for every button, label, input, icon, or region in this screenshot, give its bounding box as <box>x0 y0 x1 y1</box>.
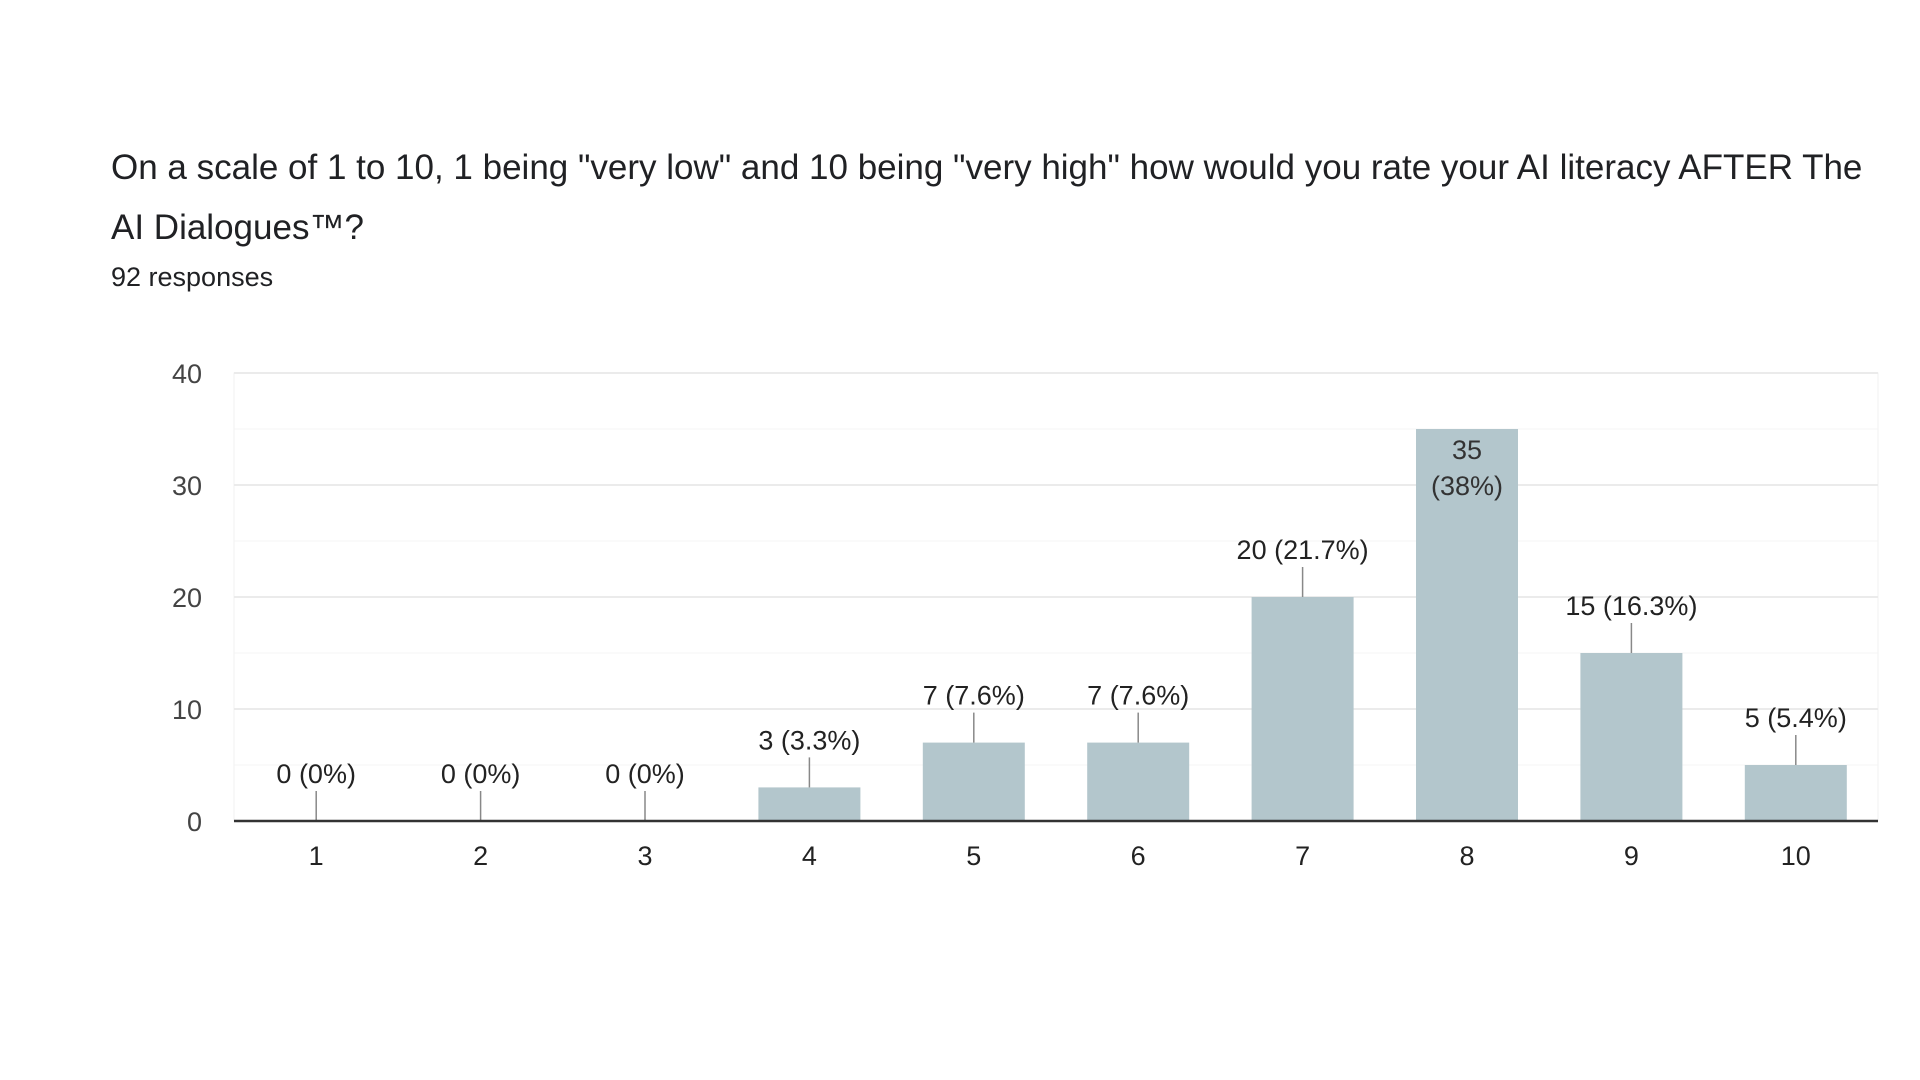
x-tick-label: 8 <box>1459 841 1474 871</box>
x-tick-label: 10 <box>1781 841 1811 871</box>
data-label: 35 <box>1452 435 1482 465</box>
question-title: On a scale of 1 to 10, 1 being "very low… <box>111 148 1863 247</box>
bar <box>1580 653 1683 821</box>
data-label: (38%) <box>1431 471 1503 501</box>
x-tick-label: 1 <box>309 841 324 871</box>
y-tick-label: 0 <box>187 807 202 837</box>
x-tick-label: 3 <box>637 841 652 871</box>
x-tick-label: 6 <box>1131 841 1146 871</box>
y-tick-label: 10 <box>172 695 202 725</box>
response-count: 92 responses <box>111 262 274 292</box>
y-tick-label: 30 <box>172 471 202 501</box>
bar <box>1416 429 1518 821</box>
y-tick-label: 40 <box>172 359 202 389</box>
data-label: 0 (0%) <box>605 759 685 789</box>
data-label: 7 (7.6%) <box>923 681 1025 711</box>
data-label: 3 (3.3%) <box>758 725 860 755</box>
data-label: 0 (0%) <box>441 759 521 789</box>
y-tick-label: 20 <box>172 583 202 613</box>
x-tick-label: 7 <box>1295 841 1310 871</box>
data-label: 0 (0%) <box>276 759 356 789</box>
x-tick-label: 9 <box>1624 841 1639 871</box>
data-label: 20 (21.7%) <box>1237 535 1369 565</box>
bar <box>758 787 861 821</box>
bar <box>1087 742 1190 821</box>
bar <box>922 742 1025 821</box>
x-tick-label: 4 <box>802 841 817 871</box>
data-label: 7 (7.6%) <box>1087 681 1189 711</box>
x-tick-label: 5 <box>966 841 981 871</box>
bar <box>1251 597 1354 821</box>
data-label: 5 (5.4%) <box>1745 703 1847 733</box>
x-tick-label: 2 <box>473 841 488 871</box>
data-label: 15 (16.3%) <box>1565 591 1697 621</box>
bar <box>1744 765 1847 821</box>
